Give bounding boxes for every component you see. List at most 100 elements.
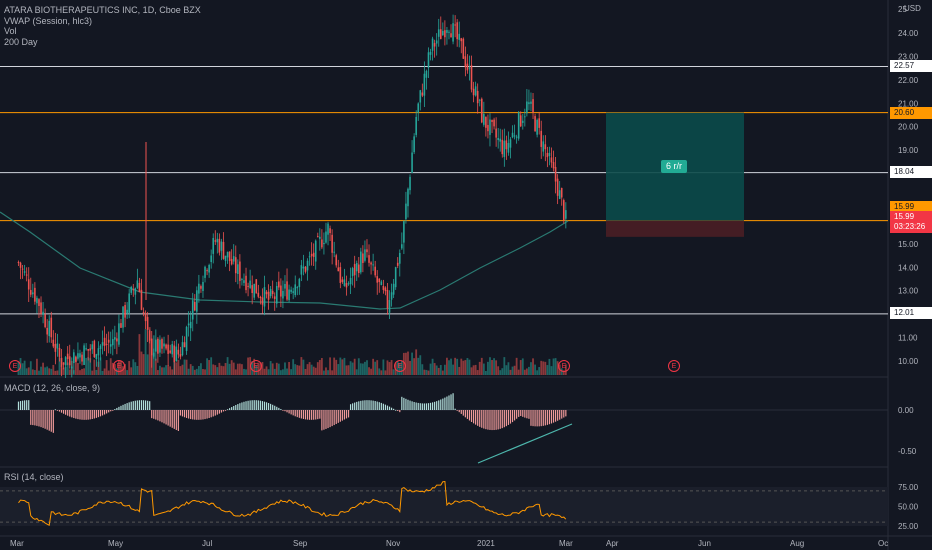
volume-bar	[353, 358, 356, 375]
macd-bar	[452, 393, 454, 410]
earnings-marker[interactable]: E	[9, 360, 21, 372]
volume-bar	[222, 366, 225, 375]
volume-bar	[523, 369, 526, 375]
candle-body	[171, 344, 174, 355]
volume-bar	[208, 360, 211, 375]
volume-bar	[540, 360, 543, 375]
earnings-marker[interactable]: E	[394, 360, 406, 372]
volume-bar	[46, 366, 49, 375]
earnings-marker[interactable]: E	[668, 360, 680, 372]
macd-bar	[216, 410, 218, 415]
volume-bar	[466, 358, 469, 375]
candle-body	[442, 30, 444, 36]
volume-bar	[476, 370, 479, 375]
macd-bar	[319, 410, 321, 419]
candle-body	[251, 285, 253, 294]
volume-bar	[493, 358, 495, 375]
candle-body	[204, 266, 206, 278]
risk-reward-box[interactable]	[606, 112, 744, 237]
candle-body	[120, 323, 122, 328]
candle-body	[17, 262, 20, 264]
candle-body	[70, 366, 73, 369]
macd-bar	[354, 402, 356, 410]
volume-bar	[193, 369, 196, 375]
volume-bar	[126, 370, 129, 375]
candle-body	[126, 309, 128, 314]
candle-body	[196, 290, 198, 312]
macd-bar	[288, 410, 290, 414]
volume-bar	[148, 327, 151, 375]
candle-body	[468, 67, 471, 69]
macd-bar	[364, 400, 366, 410]
macd-bar	[175, 410, 177, 430]
volume-bar	[513, 365, 516, 375]
macd-bar	[415, 402, 417, 410]
earnings-marker[interactable]: E	[113, 360, 125, 372]
risk-reward-label[interactable]: 6 r/r	[661, 160, 687, 173]
volume-bar	[534, 364, 536, 375]
macd-bar	[190, 410, 192, 420]
macd-bar	[106, 410, 108, 414]
volume-bar	[163, 367, 165, 375]
volume-bar	[370, 368, 372, 375]
volume-bar	[68, 369, 71, 375]
macd-bar	[366, 400, 368, 410]
candle-body	[34, 287, 36, 302]
candle-body	[75, 356, 77, 362]
macd-bar	[505, 410, 507, 427]
volume-bar	[38, 370, 40, 375]
volume-bar	[306, 364, 309, 375]
candle-body	[177, 349, 180, 355]
volume-bar	[210, 357, 213, 375]
volume-bar	[177, 359, 180, 375]
macd-bar	[286, 410, 288, 413]
candle-body	[392, 283, 395, 295]
macd-bar	[534, 410, 536, 427]
earnings-marker[interactable]: E	[250, 360, 262, 372]
candle-body	[146, 316, 149, 330]
candle-body	[560, 188, 563, 198]
macd-bar	[272, 404, 274, 410]
macd-bar	[292, 410, 294, 416]
candle-body	[109, 344, 112, 347]
earnings-marker[interactable]: E	[558, 360, 570, 372]
macd-bar	[218, 410, 220, 414]
candle-body	[345, 283, 348, 288]
vol-label: Vol	[4, 26, 17, 36]
volume-bar	[388, 362, 391, 375]
macd-bar	[333, 410, 335, 426]
macd-bar	[54, 409, 56, 411]
candle-body	[480, 98, 483, 123]
candle-body	[427, 52, 430, 68]
candle-body	[54, 343, 57, 352]
candle-body	[357, 264, 360, 274]
candle-body	[405, 203, 407, 220]
candle-body	[319, 236, 321, 239]
candle-body	[413, 136, 415, 153]
macd-bar	[372, 400, 374, 410]
volume-bar	[470, 367, 473, 375]
price-tag: 03:23:26	[890, 221, 932, 233]
candle-body	[191, 300, 194, 320]
macd-bar	[491, 410, 493, 431]
macd-bar	[399, 410, 401, 413]
volume-bar	[74, 357, 77, 375]
macd-bar	[220, 410, 223, 413]
candle-body	[200, 286, 202, 289]
macd-bar	[532, 410, 534, 427]
macd-bar	[65, 410, 67, 415]
macd-bar	[247, 400, 249, 410]
price-tag: 12.01	[890, 307, 932, 319]
volume-bar	[87, 357, 90, 375]
macd-bar	[181, 410, 184, 417]
macd-bar	[378, 402, 380, 410]
candle-body	[316, 236, 319, 238]
macd-bar	[126, 403, 128, 410]
volume-bar	[128, 361, 131, 375]
macd-bar	[339, 410, 341, 422]
volume-bar	[517, 369, 520, 375]
price-tick-label: 15.00	[898, 240, 919, 249]
candle-body	[157, 338, 159, 354]
macd-bar	[17, 401, 20, 410]
